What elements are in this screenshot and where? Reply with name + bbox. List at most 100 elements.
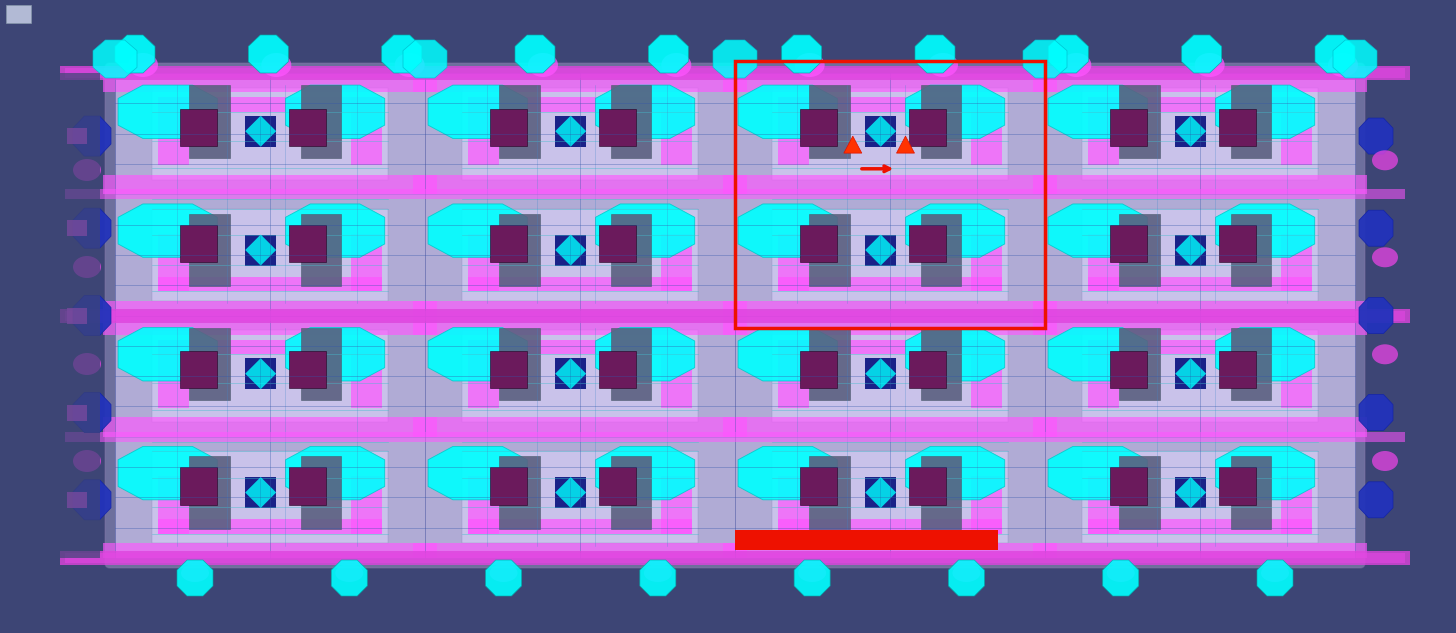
Bar [865, 116, 897, 147]
Bar [1032, 417, 1367, 437]
Bar [189, 328, 230, 401]
Bar [159, 234, 189, 291]
Bar [67, 128, 87, 144]
Polygon shape [1175, 234, 1191, 265]
Ellipse shape [73, 450, 100, 472]
Polygon shape [596, 328, 695, 381]
Ellipse shape [1195, 53, 1224, 77]
Ellipse shape [181, 564, 210, 582]
Polygon shape [73, 392, 111, 432]
Polygon shape [1048, 204, 1147, 257]
Bar [909, 225, 946, 262]
Polygon shape [1175, 477, 1191, 508]
Polygon shape [118, 204, 217, 257]
Bar [1109, 467, 1147, 505]
Bar [462, 209, 697, 301]
Polygon shape [261, 116, 277, 147]
Polygon shape [178, 560, 213, 596]
Bar [102, 315, 437, 335]
Bar [1219, 351, 1255, 388]
Bar [722, 417, 1057, 437]
Polygon shape [865, 234, 881, 265]
Bar [469, 277, 692, 291]
Polygon shape [73, 208, 111, 248]
Bar [102, 175, 437, 194]
Bar [1032, 301, 1367, 315]
Bar [1175, 116, 1206, 147]
Bar [412, 315, 747, 335]
FancyBboxPatch shape [105, 63, 1364, 568]
Polygon shape [571, 116, 587, 147]
Polygon shape [245, 358, 261, 389]
Ellipse shape [529, 53, 558, 77]
Polygon shape [648, 35, 689, 73]
Polygon shape [245, 477, 261, 508]
Bar [1219, 467, 1255, 505]
Polygon shape [794, 560, 830, 596]
Bar [288, 225, 326, 262]
Bar [555, 358, 587, 389]
Bar [181, 108, 217, 146]
Polygon shape [782, 35, 821, 73]
Bar [1082, 209, 1318, 301]
Bar [1045, 315, 1356, 558]
Bar [722, 175, 1057, 194]
Polygon shape [1024, 40, 1067, 78]
Bar [661, 234, 692, 291]
Bar [772, 209, 1008, 301]
Bar [661, 340, 692, 408]
Bar [772, 330, 1008, 422]
Polygon shape [881, 358, 897, 389]
Polygon shape [1358, 482, 1393, 518]
Bar [865, 358, 897, 389]
Bar [245, 234, 277, 265]
Bar [491, 467, 527, 505]
Polygon shape [115, 35, 154, 73]
Polygon shape [428, 85, 527, 139]
Bar [469, 340, 692, 354]
Bar [159, 97, 381, 112]
Bar [1032, 175, 1367, 194]
Ellipse shape [489, 564, 517, 582]
Bar [153, 87, 387, 180]
Polygon shape [403, 40, 447, 78]
Bar [735, 315, 1045, 558]
Bar [425, 73, 735, 315]
Polygon shape [118, 85, 217, 139]
Bar [412, 544, 747, 558]
Bar [810, 456, 850, 529]
Polygon shape [1048, 446, 1147, 500]
Polygon shape [1216, 328, 1315, 381]
Bar [1230, 456, 1271, 529]
Bar [462, 87, 697, 180]
Bar [1109, 225, 1147, 262]
Bar [412, 417, 747, 437]
Bar [301, 214, 341, 286]
Polygon shape [249, 35, 288, 73]
Polygon shape [285, 204, 384, 257]
Bar [1082, 451, 1318, 544]
Bar [6, 5, 31, 23]
Bar [115, 315, 425, 558]
Bar [469, 234, 499, 291]
Bar [499, 328, 540, 401]
Bar [153, 209, 387, 301]
Bar [66, 553, 1405, 563]
Polygon shape [285, 328, 384, 381]
Bar [971, 234, 1002, 291]
Bar [469, 519, 692, 534]
Bar [1082, 87, 1318, 180]
Polygon shape [571, 477, 587, 508]
Bar [66, 311, 1405, 320]
Bar [469, 340, 499, 408]
Bar [60, 66, 1409, 80]
Ellipse shape [644, 564, 671, 582]
Bar [779, 234, 810, 291]
Bar [189, 214, 230, 286]
Bar [735, 530, 999, 550]
Ellipse shape [798, 564, 826, 582]
Bar [469, 97, 499, 165]
Polygon shape [906, 446, 1005, 500]
Polygon shape [1048, 35, 1088, 73]
Bar [491, 351, 527, 388]
